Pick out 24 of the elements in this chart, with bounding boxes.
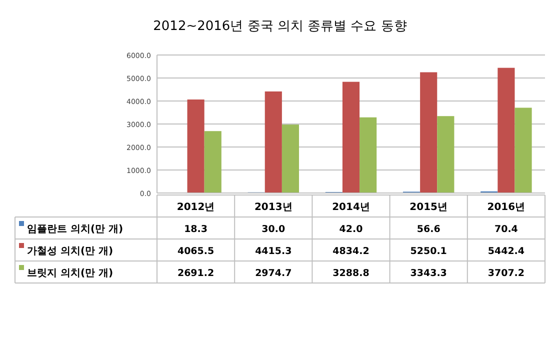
data-label: 2974.7 xyxy=(255,268,292,279)
data-label: 4415.3 xyxy=(255,246,292,257)
data-label: 3288.8 xyxy=(332,268,370,279)
data-label: 56.6 xyxy=(416,224,441,235)
data-label: 18.3 xyxy=(184,224,208,235)
legend-label: 임플란트 의치(만 개) xyxy=(27,224,124,235)
x-tick-label: 2016년 xyxy=(487,202,526,213)
chart-title: 2012~2016년 중국 의치 종류별 수요 동향 xyxy=(153,19,407,34)
data-label: 4834.2 xyxy=(332,246,370,257)
x-tick-label: 2012년 xyxy=(176,202,215,213)
data-label: 3343.3 xyxy=(410,268,447,279)
x-tick-label: 2013년 xyxy=(254,202,292,213)
data-label: 42.0 xyxy=(339,224,364,235)
data-label: 5250.1 xyxy=(410,246,447,257)
legend-label: 브릿지 의치(만 개) xyxy=(27,268,114,279)
data-label: 2691.2 xyxy=(177,268,214,279)
legend-label: 가철성 의치(만 개) xyxy=(27,246,114,257)
data-label: 30.0 xyxy=(262,224,286,235)
data-label: 5442.4 xyxy=(488,246,525,257)
x-tick-label: 2014년 xyxy=(332,202,370,213)
x-tick-label: 2015년 xyxy=(410,202,448,213)
data-label: 70.4 xyxy=(494,224,518,235)
data-label: 4065.5 xyxy=(177,246,214,257)
data-label: 3707.2 xyxy=(488,268,525,279)
